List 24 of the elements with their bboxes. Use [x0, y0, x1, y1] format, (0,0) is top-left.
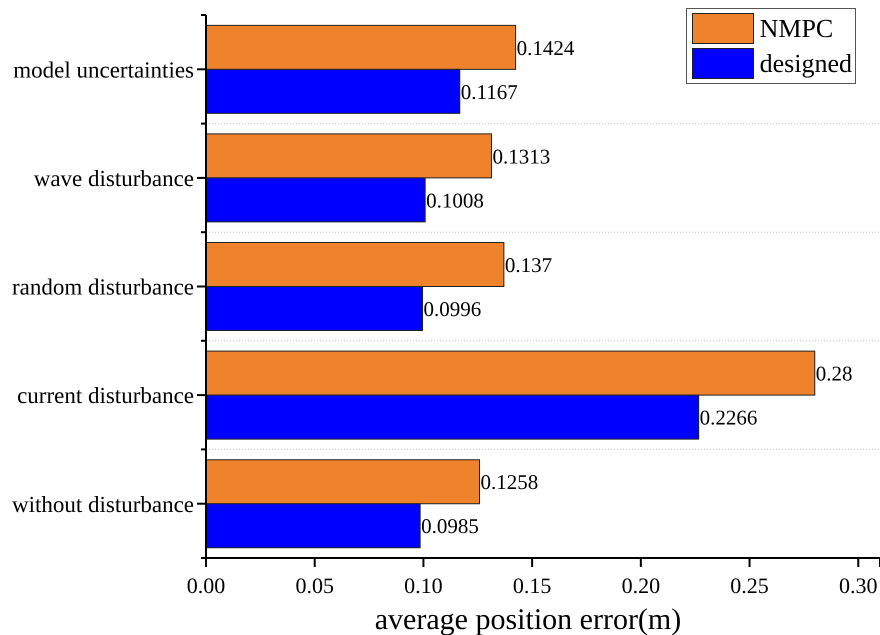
y-tick-label: without disturbance	[12, 492, 194, 517]
data-label: 0.1167	[460, 80, 518, 104]
y-tick-label: random disturbance	[12, 274, 194, 300]
y-tick-label: wave disturbance	[34, 166, 194, 191]
data-label: 0.0996	[424, 296, 482, 321]
y-tick-label: current disturbance	[17, 383, 194, 408]
y-tick-label: model uncertainties	[13, 57, 194, 82]
data-label: 0.137	[504, 252, 552, 277]
x-tick-label: 0.25	[730, 573, 769, 598]
data-label: 0.2266	[700, 406, 758, 430]
x-tick-label: 0.20	[622, 573, 660, 598]
legend-label: designed	[760, 48, 852, 80]
data-label: 0.1424	[516, 36, 575, 60]
x-tick-label: 0.30	[839, 573, 878, 598]
data-label: 0.1008	[426, 188, 484, 212]
data-label: 0.0985	[421, 514, 479, 538]
x-tick-label: 0.00	[186, 573, 226, 598]
legend-label: NMPC	[760, 13, 834, 45]
x-tick-label: 0.05	[295, 573, 334, 598]
data-label: 0.28	[816, 362, 853, 386]
data-label: 0.1313	[492, 144, 550, 168]
x-tick-label: 0.10	[404, 573, 443, 598]
data-label: 0.1258	[480, 470, 538, 494]
x-tick-label: 0.15	[512, 573, 552, 598]
